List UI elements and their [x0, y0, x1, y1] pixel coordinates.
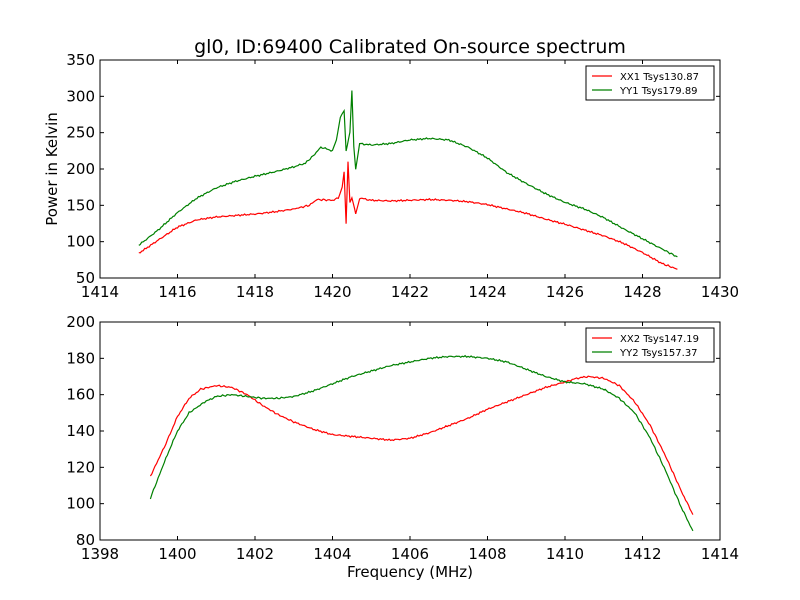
legend: XX1 Tsys130.87 YY1 Tsys179.89 [585, 65, 715, 101]
legend-box [585, 65, 715, 101]
x-tick-label: 1410 [546, 545, 584, 563]
chart-title: gl0, ID:69400 Calibrated On-source spect… [194, 36, 626, 58]
y-tick-label: 100 [66, 233, 95, 251]
x-tick-label: 1420 [313, 283, 351, 301]
y-tick-label: 200 [66, 160, 95, 178]
legend-entry: YY2 Tsys157.37 [619, 348, 698, 359]
x-tick-label: 1414 [81, 283, 119, 301]
x-tick-label: 1408 [468, 545, 506, 563]
y-tick-label: 150 [66, 196, 95, 214]
series-line-1 [138, 161, 678, 270]
y-tick-label: 140 [66, 422, 95, 440]
series-line-1 [149, 375, 694, 515]
y-tick-label: 300 [66, 87, 95, 105]
x-tick-label: 1406 [391, 545, 429, 563]
x-tick-label: 1404 [313, 545, 351, 563]
y-tick-label: 80 [76, 531, 95, 549]
x-tick-label: 1422 [391, 283, 429, 301]
x-tick-label: 1416 [158, 283, 196, 301]
x-tick-label: 1426 [546, 283, 584, 301]
legend-entry: XX1 Tsys130.87 [620, 72, 699, 83]
x-tick-label: 1412 [623, 545, 661, 563]
x-tick-label: 1398 [81, 545, 119, 563]
y-tick-label: 250 [66, 124, 95, 142]
legend-entry: XX2 Tsys147.19 [620, 334, 699, 345]
y-tick-label: 180 [66, 349, 95, 367]
legend-box [585, 327, 715, 363]
x-tick-label: 1402 [236, 545, 274, 563]
top-panel: 1414 1416 1418 1420 1422 1424 1426 1428 1430 50 10… [43, 51, 739, 301]
y-tick-label: 160 [66, 386, 95, 404]
series-line-2 [138, 90, 678, 258]
x-axis-label: Frequency (MHz) [347, 563, 473, 581]
y-tick-label: 120 [66, 458, 95, 476]
x-tick-label: 1400 [158, 545, 196, 563]
y-tick-label: 350 [66, 51, 95, 69]
y-axis-label: Power in Kelvin [43, 112, 61, 226]
y-tick-label: 50 [76, 269, 95, 287]
y-tick-label: 100 [66, 495, 95, 513]
x-tick-label: 1430 [701, 283, 739, 301]
x-tick-label: 1424 [468, 283, 506, 301]
x-tick-label: 1418 [236, 283, 274, 301]
legend: XX2 Tsys147.19 YY2 Tsys157.37 [585, 327, 715, 363]
series-line-2 [149, 354, 694, 532]
y-tick-label: 200 [66, 313, 95, 331]
x-tick-label: 1428 [623, 283, 661, 301]
legend-entry: YY1 Tsys179.89 [619, 86, 698, 97]
x-tick-label: 1414 [701, 545, 739, 563]
bottom-panel: 1398 1400 1402 1404 1406 1408 1410 1412 1414 80 10… [66, 313, 739, 581]
